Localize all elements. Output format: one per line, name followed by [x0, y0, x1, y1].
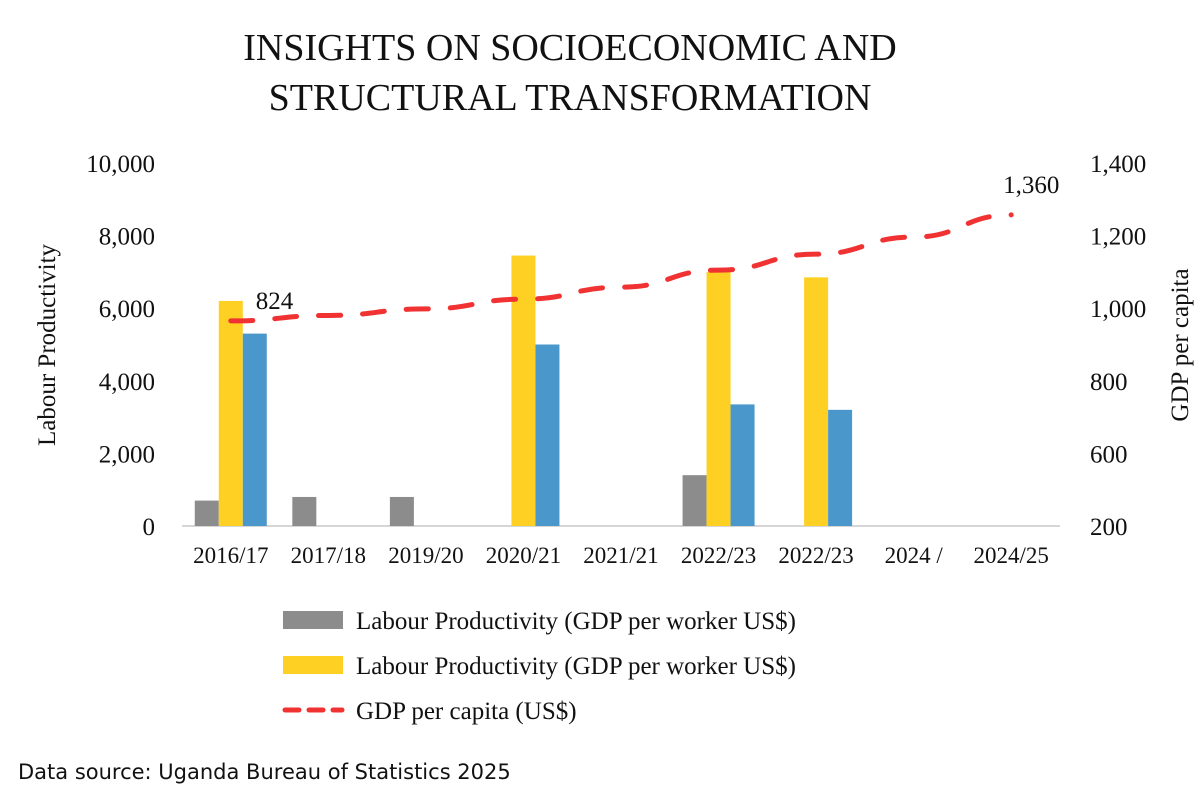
- x-tick-label: 2020/21: [486, 543, 561, 568]
- bar-series-1: [682, 475, 707, 526]
- x-tick-label: 2019/20: [388, 543, 463, 568]
- y-tick-label: 10,000: [86, 151, 155, 178]
- x-tick-label: 2016/17: [193, 543, 268, 568]
- x-tick-label: 2022/23: [681, 543, 756, 568]
- y-tick-label: 4,000: [99, 369, 155, 396]
- legend-label: Labour Productivity (GDP per worker US$): [356, 608, 796, 635]
- chart-title-line-1: INSIGHTS ON SOCIOECONOMIC AND: [243, 27, 896, 69]
- legend-label: GDP per capita (US$): [356, 698, 577, 725]
- y2-tick-label: 600: [1090, 441, 1128, 468]
- bar-series-2: [218, 300, 243, 526]
- chart-title-line-2: STRUCTURAL TRANSFORMATION: [269, 77, 872, 119]
- y2-tick-label: 800: [1090, 369, 1128, 396]
- y2-tick-label: 1,000: [1090, 296, 1146, 323]
- bar-series-3: [730, 404, 755, 526]
- x-tick-label: 2024/25: [974, 543, 1049, 568]
- y-tick-label: 0: [143, 514, 156, 541]
- x-tick-label: 2024 /: [885, 543, 944, 568]
- data-label: 824: [256, 288, 294, 315]
- bar-series-3: [535, 344, 560, 526]
- y-tick-label: 6,000: [99, 296, 155, 323]
- bar-series-3: [828, 409, 853, 526]
- y-tick-label: 2,000: [99, 441, 155, 468]
- y-axis-label: Labour Productivity: [34, 243, 61, 446]
- x-tick-label: 2022/23: [778, 543, 853, 568]
- gdp-per-capita-line: [228, 212, 1014, 324]
- bar-series-1: [292, 496, 317, 526]
- bar-series-1: [194, 500, 219, 526]
- y2-tick-label: 1,400: [1090, 151, 1146, 178]
- bar-series-2: [804, 277, 829, 526]
- legend-swatch: [283, 656, 343, 674]
- y-tick-label: 8,000: [99, 224, 155, 251]
- data-source: Data source: Uganda Bureau of Statistics…: [18, 760, 511, 784]
- y2-tick-label: 1,200: [1090, 224, 1146, 251]
- y2-tick-label: 200: [1090, 514, 1128, 541]
- bar-series-2: [706, 271, 731, 526]
- y2-axis-label: GDP per capita: [1167, 268, 1194, 421]
- bar-series-2: [511, 255, 536, 526]
- x-tick-label: 2017/18: [291, 543, 366, 568]
- legend-swatch: [283, 611, 343, 629]
- bar-series-3: [242, 333, 267, 526]
- legend-label: Labour Productivity (GDP per worker US$): [356, 653, 796, 680]
- data-label: 1,360: [1003, 172, 1059, 199]
- bar-series-1: [389, 496, 414, 526]
- x-tick-label: 2021/21: [583, 543, 658, 568]
